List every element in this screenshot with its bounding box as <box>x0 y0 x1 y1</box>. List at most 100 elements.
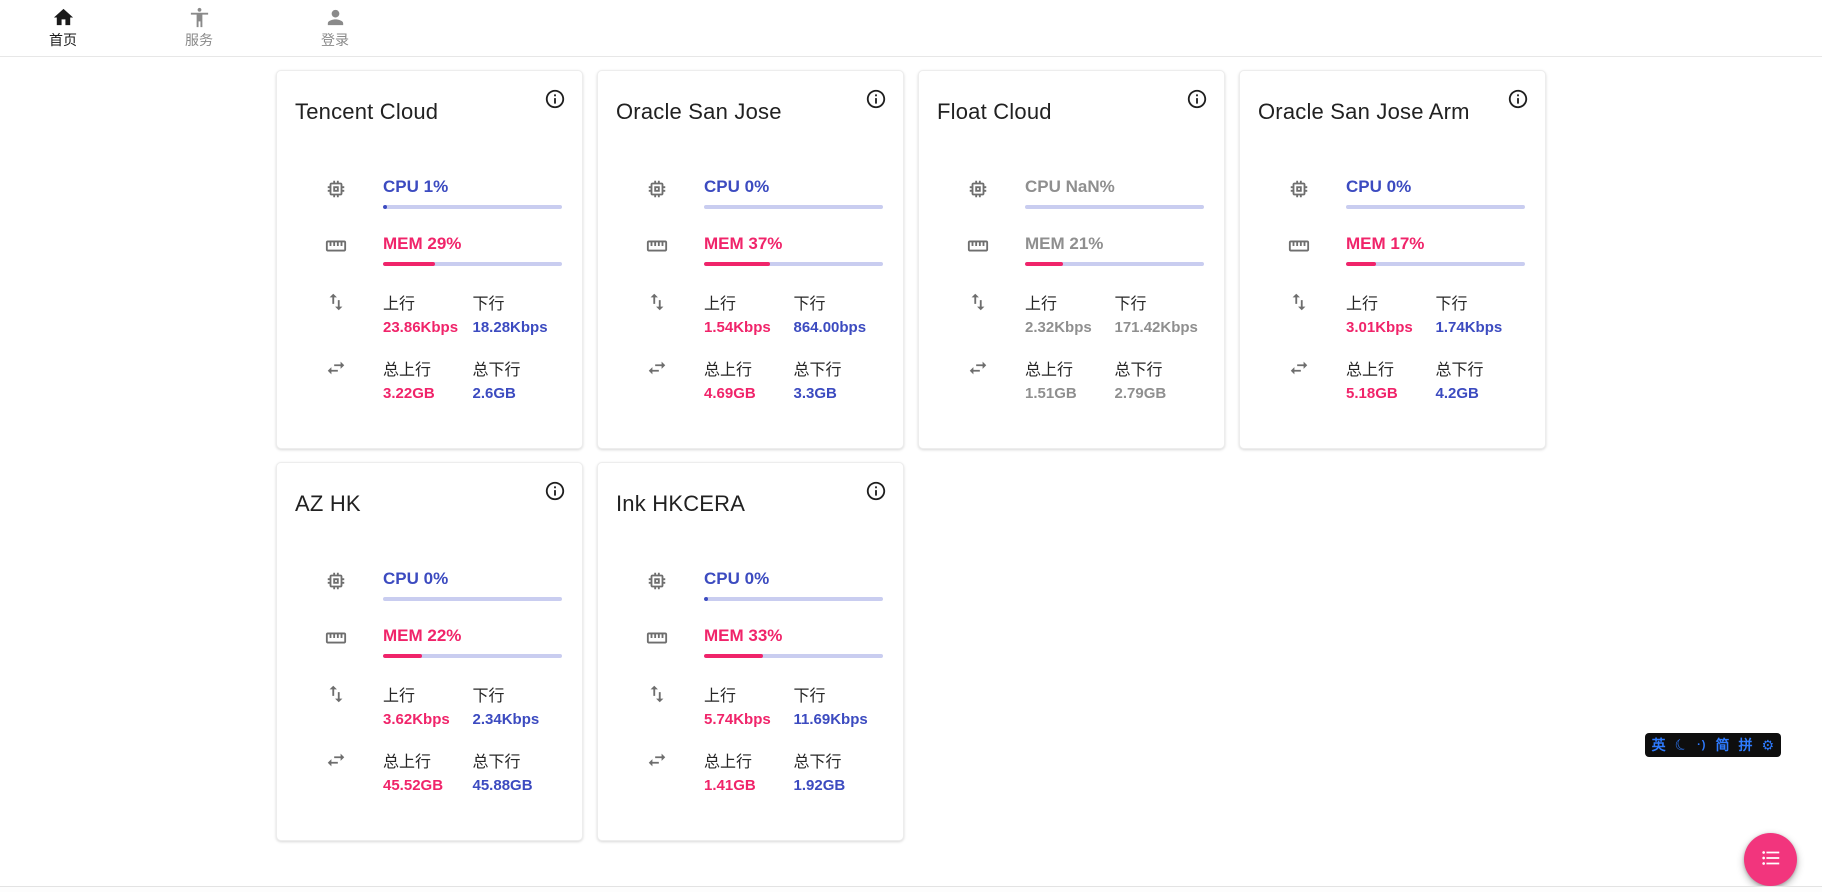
mem-progress-bar <box>383 654 562 658</box>
cpu-label: CPU NaN% <box>1025 177 1115 196</box>
ime-settings-gear-icon[interactable]: ⚙ <box>1761 737 1774 753</box>
cpu-row: CPU 0% <box>616 177 885 209</box>
server-card: Float Cloud CPU NaN% <box>918 70 1225 449</box>
server-card-title: Oracle San Jose <box>616 99 782 124</box>
total-upload-label: 总上行 <box>1346 362 1395 379</box>
info-button[interactable] <box>1503 85 1533 115</box>
total-upload-value: 1.41GB <box>704 777 756 794</box>
download-label: 下行 <box>472 688 505 705</box>
ruler-icon <box>616 626 704 658</box>
upload-speed: 3.62Kbps <box>383 711 450 728</box>
mem-label: MEM 17% <box>1346 234 1425 253</box>
net-total-row: 总上行 1.41GB 总下行 1.92GB <box>616 748 885 794</box>
cpu-label: CPU 1% <box>383 177 449 196</box>
list-icon <box>1760 847 1782 872</box>
upload-speed: 1.54Kbps <box>704 319 771 336</box>
mem-bar-fill <box>1025 262 1063 266</box>
nav-item-login[interactable]: 登录 <box>306 6 364 50</box>
mem-label: MEM 22% <box>383 626 462 645</box>
upload-speed: 3.01Kbps <box>1346 319 1413 336</box>
cpu-chip-icon <box>616 177 704 209</box>
server-card: Oracle San Jose CPU 0% <box>597 70 904 449</box>
info-icon <box>1186 88 1208 113</box>
cpu-chip-icon <box>295 569 383 601</box>
mem-progress-bar <box>704 654 883 658</box>
upload-speed: 5.74Kbps <box>704 711 771 728</box>
cpu-label: CPU 0% <box>704 177 770 196</box>
nav-home-label: 首页 <box>49 32 77 48</box>
cpu-progress-bar <box>1025 205 1204 209</box>
info-button[interactable] <box>861 85 891 115</box>
info-button[interactable] <box>861 477 891 507</box>
mem-row: MEM 22% <box>295 626 564 658</box>
net-total-row: 总上行 1.51GB 总下行 2.79GB <box>937 356 1206 402</box>
download-speed: 18.28Kbps <box>472 319 548 336</box>
nav-item-services[interactable]: 服务 <box>170 6 228 50</box>
mem-progress-bar <box>383 262 562 266</box>
download-label: 下行 <box>472 296 505 313</box>
mem-row: MEM 17% <box>1258 234 1527 266</box>
ime-simplified-toggle[interactable]: 简 <box>1715 737 1730 753</box>
ime-pinyin-toggle[interactable]: 拼 <box>1738 737 1753 753</box>
net-total-row: 总上行 3.22GB 总下行 2.6GB <box>295 356 564 402</box>
info-icon <box>865 480 887 505</box>
ruler-icon <box>295 234 383 266</box>
total-download-value: 2.79GB <box>1114 385 1167 402</box>
ime-language-toggle[interactable]: 英 <box>1651 737 1666 753</box>
cpu-row: CPU 0% <box>1258 177 1527 209</box>
total-download-label: 总下行 <box>472 362 521 379</box>
download-speed: 2.34Kbps <box>472 711 540 728</box>
cpu-label: CPU 0% <box>1346 177 1412 196</box>
swap-horiz-icon <box>937 356 1025 402</box>
total-upload-value: 4.69GB <box>704 385 756 402</box>
server-list-fab[interactable] <box>1744 833 1797 886</box>
total-download-label: 总下行 <box>793 754 842 771</box>
mem-progress-bar <box>1346 262 1525 266</box>
server-card-title: AZ HK <box>295 491 361 516</box>
cpu-progress-bar <box>1346 205 1525 209</box>
cpu-chip-icon <box>1258 177 1346 209</box>
total-download-value: 3.3GB <box>793 385 837 402</box>
swap-horiz-icon <box>616 748 704 794</box>
ime-fullwidth-moon-icon[interactable]: ☾ <box>1671 734 1692 756</box>
net-speed-row: 上行 1.54Kbps 下行 864.00bps <box>616 290 885 336</box>
accessibility-icon <box>188 6 211 29</box>
mem-progress-bar <box>704 262 883 266</box>
upload-speed: 2.32Kbps <box>1025 319 1092 336</box>
total-download-value: 4.2GB <box>1435 385 1479 402</box>
import-export-icon <box>1258 290 1346 336</box>
ruler-icon <box>1258 234 1346 266</box>
net-speed-row: 上行 3.62Kbps 下行 2.34Kbps <box>295 682 564 728</box>
ime-toolbar: 英 ☾ ·) 简 拼 ⚙ <box>1644 733 1781 757</box>
info-icon <box>865 88 887 113</box>
info-button[interactable] <box>540 85 570 115</box>
server-card-title: Tencent Cloud <box>295 99 439 124</box>
net-total-row: 总上行 5.18GB 总下行 4.2GB <box>1258 356 1527 402</box>
cpu-row: CPU 0% <box>295 569 564 601</box>
ime-punctuation-toggle[interactable]: ·) <box>1697 738 1707 751</box>
cpu-chip-icon <box>295 177 383 209</box>
mem-row: MEM 33% <box>616 626 885 658</box>
mem-bar-fill <box>704 654 764 658</box>
cpu-row: CPU NaN% <box>937 177 1206 209</box>
top-navbar: 首页 服务 登录 <box>0 0 1822 57</box>
net-total-row: 总上行 45.52GB 总下行 45.88GB <box>295 748 564 794</box>
server-card: Ink HKCERA CPU 0% <box>597 462 904 841</box>
swap-horiz-icon <box>1258 356 1346 402</box>
download-label: 下行 <box>1114 296 1147 313</box>
download-speed: 864.00bps <box>793 319 867 336</box>
info-button[interactable] <box>540 477 570 507</box>
server-card-title: Float Cloud <box>937 99 1052 124</box>
download-label: 下行 <box>1435 296 1468 313</box>
info-button[interactable] <box>1182 85 1212 115</box>
swap-horiz-icon <box>616 356 704 402</box>
total-upload-value: 1.51GB <box>1025 385 1077 402</box>
nav-item-home[interactable]: 首页 <box>34 6 92 50</box>
mem-label: MEM 37% <box>704 234 783 253</box>
total-download-label: 总下行 <box>1114 362 1163 379</box>
cards-grid: Tencent Cloud CPU 1% <box>276 70 1546 841</box>
cpu-label: CPU 0% <box>704 569 770 588</box>
upload-label: 上行 <box>383 296 416 313</box>
server-card-title: Oracle San Jose Arm <box>1258 99 1470 124</box>
cpu-progress-bar <box>704 597 883 601</box>
